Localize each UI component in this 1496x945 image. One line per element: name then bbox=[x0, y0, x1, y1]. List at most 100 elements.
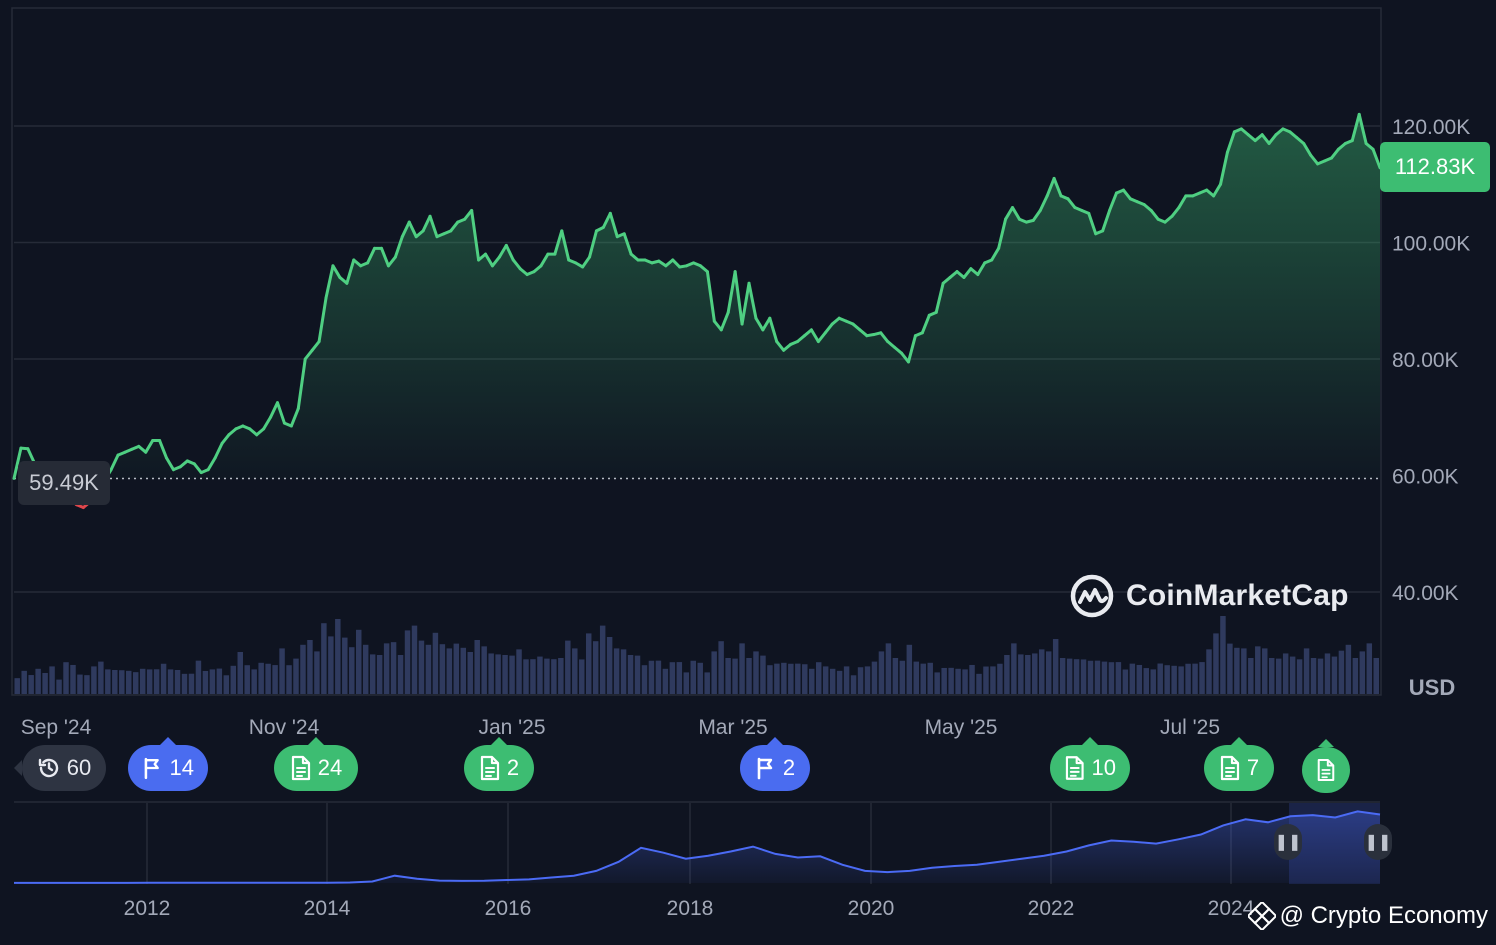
price-point bbox=[498, 256, 501, 258]
volume-bar bbox=[1150, 669, 1156, 694]
volume-bar bbox=[822, 666, 829, 694]
volume-bar bbox=[788, 663, 794, 694]
volume-bars bbox=[14, 616, 1379, 694]
price-point bbox=[831, 323, 834, 325]
price-line-segment bbox=[858, 328, 869, 338]
navigator-tick-label: 2016 bbox=[485, 897, 532, 920]
volume-bar bbox=[1366, 643, 1373, 694]
price-line-segment bbox=[144, 439, 155, 454]
price-point bbox=[1087, 212, 1090, 215]
price-line-segment bbox=[1295, 136, 1306, 145]
price-line-segment bbox=[747, 281, 758, 320]
price-point bbox=[443, 232, 445, 235]
price-line-segment bbox=[796, 334, 806, 344]
volume-bar bbox=[1011, 643, 1017, 694]
navigator-right-handle[interactable]: ❚❚ bbox=[1364, 824, 1392, 860]
price-line-segment bbox=[920, 313, 931, 335]
price-line-segment bbox=[1357, 112, 1368, 145]
volume-bar bbox=[1268, 658, 1275, 694]
price-line-segment bbox=[754, 316, 765, 332]
price-line-segment bbox=[158, 439, 169, 460]
event-badge-doc[interactable]: 7 bbox=[1204, 737, 1274, 791]
price-point bbox=[845, 320, 847, 322]
price-line-segment bbox=[12, 446, 23, 480]
price-line-segment bbox=[782, 342, 793, 352]
price-point bbox=[567, 259, 570, 261]
price-point bbox=[470, 209, 473, 212]
price-point bbox=[935, 311, 938, 314]
price-line-segment bbox=[470, 208, 481, 262]
volume-bar bbox=[1039, 649, 1045, 694]
event-count: 60 bbox=[66, 755, 92, 780]
volume-bar bbox=[1373, 658, 1379, 694]
volume-bar bbox=[990, 666, 996, 694]
price-point bbox=[1191, 195, 1194, 197]
price-line-segment bbox=[733, 270, 744, 326]
price-point bbox=[734, 270, 736, 273]
volume-bar bbox=[725, 658, 731, 694]
price-line-segment bbox=[671, 258, 682, 269]
volume-bar bbox=[983, 666, 989, 694]
price-point bbox=[151, 439, 154, 442]
price-line-segment bbox=[428, 214, 439, 239]
navigator-left-handle[interactable]: ❚❚ bbox=[1274, 824, 1302, 860]
flag-icon bbox=[144, 757, 159, 780]
price-point bbox=[921, 331, 924, 334]
price-point bbox=[866, 334, 868, 337]
price-point bbox=[352, 259, 355, 261]
price-line-segment bbox=[1219, 150, 1229, 186]
volume-bar bbox=[1310, 658, 1317, 694]
volume-bar bbox=[272, 665, 278, 694]
price-line-segment bbox=[1336, 141, 1347, 151]
price-line-segment bbox=[740, 281, 751, 326]
y-axis-ticks: 120.00K 100.00K 80.00K 60.00K 40.00K bbox=[1392, 116, 1470, 605]
volume-bar bbox=[1289, 656, 1296, 694]
price-point bbox=[1351, 139, 1354, 142]
volume-bar bbox=[941, 667, 947, 694]
volume-bar bbox=[321, 623, 327, 694]
event-badge-doc[interactable]: 2 bbox=[464, 737, 534, 791]
volume-bar bbox=[1143, 668, 1150, 694]
volume-bar bbox=[244, 665, 250, 694]
volume-bar bbox=[551, 659, 557, 694]
event-badge-doc[interactable] bbox=[1302, 739, 1350, 793]
price-line-segment bbox=[719, 310, 730, 332]
price-line-segment bbox=[1329, 147, 1340, 160]
volume-bar bbox=[209, 669, 216, 694]
price-point bbox=[193, 463, 196, 465]
price-point bbox=[644, 259, 646, 261]
diamond-logo-icon bbox=[1247, 902, 1276, 930]
price-point bbox=[699, 265, 702, 267]
volume-bar bbox=[63, 662, 69, 694]
price-line-segment bbox=[809, 328, 820, 344]
event-badge-history[interactable]: 60 bbox=[14, 745, 106, 791]
volume-bar bbox=[1234, 647, 1240, 694]
price-point bbox=[963, 276, 965, 279]
price-point bbox=[1205, 189, 1208, 191]
volume-bar bbox=[91, 666, 97, 694]
price-point bbox=[325, 297, 327, 299]
price-line-segment bbox=[553, 229, 564, 256]
event-badge-flag[interactable]: 14 bbox=[128, 737, 208, 791]
price-line-segment bbox=[296, 357, 307, 411]
price-area bbox=[12, 112, 1382, 510]
price-line-segment bbox=[1101, 208, 1112, 233]
volume-bar bbox=[704, 672, 710, 694]
price-point bbox=[852, 323, 854, 325]
navigator-panel[interactable]: 2012 2014 2016 2018 2020 2022 2024 bbox=[14, 801, 1381, 920]
price-point bbox=[602, 226, 605, 229]
price-line-segment bbox=[886, 340, 897, 349]
price-line-segment bbox=[830, 316, 841, 326]
event-badge-doc[interactable]: 24 bbox=[274, 737, 358, 791]
event-count: 7 bbox=[1246, 755, 1260, 780]
navigator-tick-label: 2024 bbox=[1208, 897, 1255, 920]
volume-bar bbox=[802, 664, 808, 694]
event-badge-doc[interactable]: 10 bbox=[1050, 737, 1130, 791]
price-point bbox=[630, 253, 632, 255]
price-line-segment bbox=[449, 220, 460, 233]
volume-bar bbox=[293, 658, 299, 694]
price-point bbox=[1101, 230, 1104, 232]
event-badge-flag[interactable]: 2 bbox=[740, 737, 810, 791]
